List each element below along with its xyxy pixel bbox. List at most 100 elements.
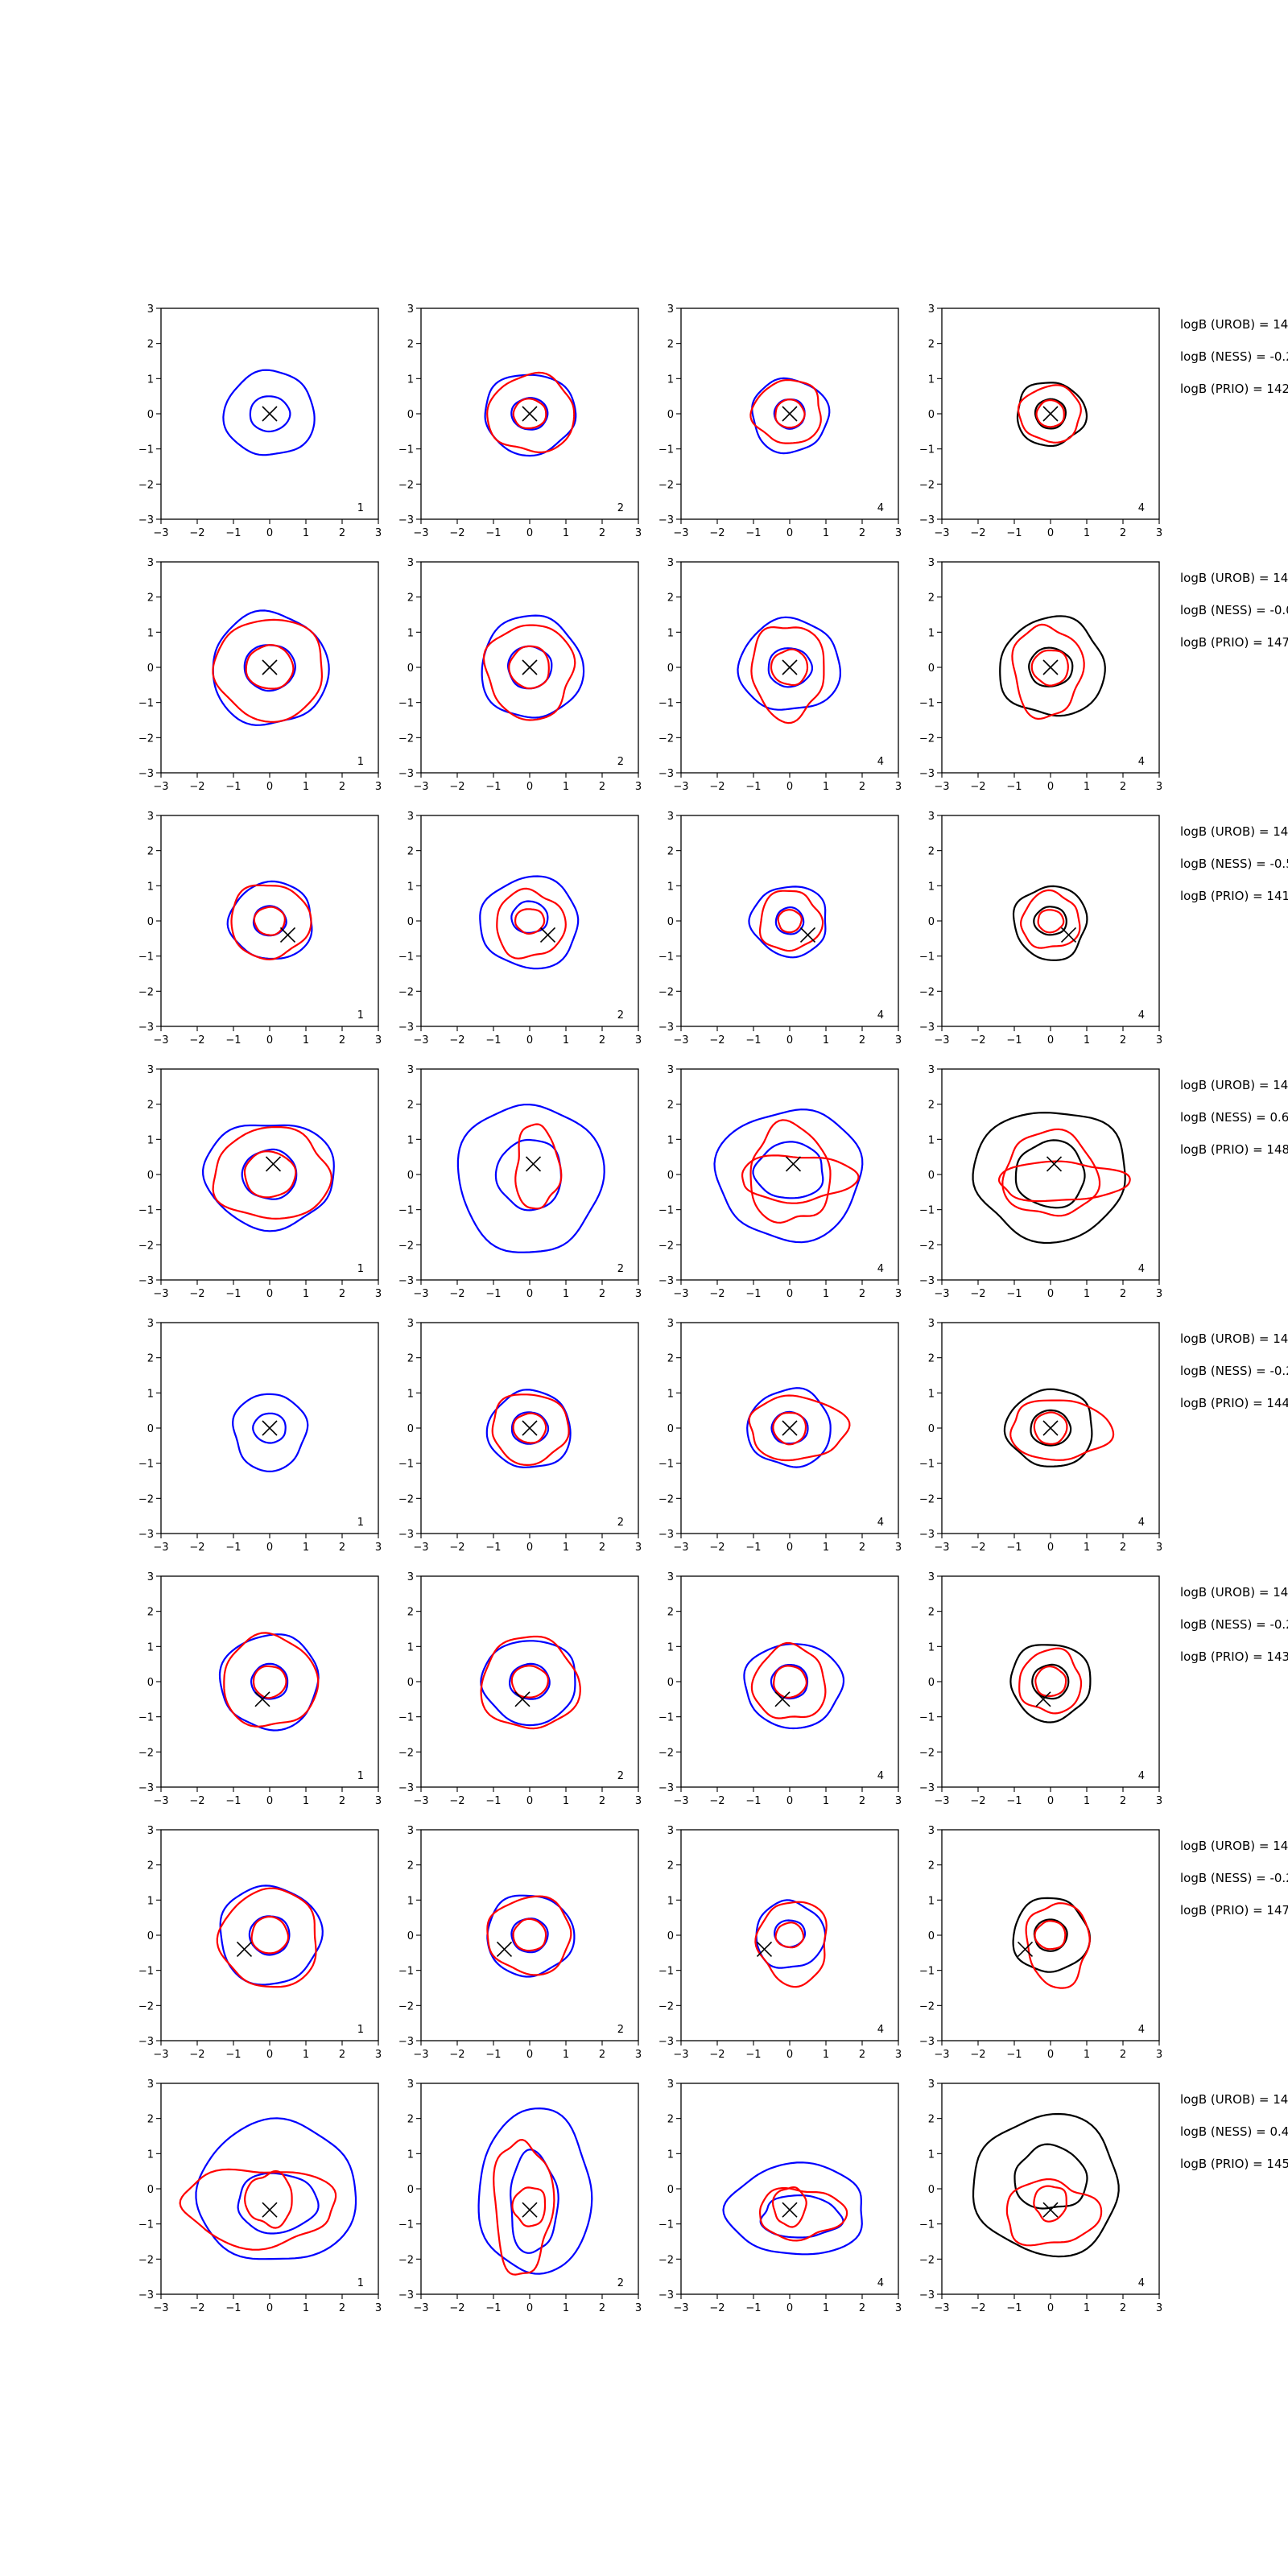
blue-contour <box>484 374 577 457</box>
red-contour <box>179 2168 337 2251</box>
axes-frame <box>420 1829 639 2041</box>
x-marker <box>756 1941 773 1958</box>
y-tick-label: 0 <box>147 409 154 421</box>
red-contour <box>749 1119 832 1224</box>
logb-annotation: logB (NESS) = -0.27 <box>1180 1364 1288 1378</box>
y-tick-label: −3 <box>138 1275 154 1287</box>
x-tick-label: 2 <box>599 781 605 793</box>
x-tick-label: −2 <box>709 781 724 793</box>
x-tick-label: 2 <box>859 1795 865 1807</box>
x-tick-label: 0 <box>526 1034 533 1046</box>
x-tick-label: 2 <box>859 1542 865 1554</box>
y-tick-label: 0 <box>667 663 674 675</box>
y-tick-label: 1 <box>147 374 154 386</box>
red-contour <box>252 1665 287 1699</box>
y-tick-label: 0 <box>928 916 935 928</box>
y-tick-label: 0 <box>928 1170 935 1182</box>
red-contour <box>759 2187 848 2242</box>
y-tick-label: 2 <box>667 1353 674 1365</box>
panel-r8-c3: −3 −2 −1 0 1 2 3 −3 −2 −1 0 1 2 3 4 <box>658 2079 902 2314</box>
blue-contour <box>737 616 841 711</box>
y-tick-label: −1 <box>398 1966 414 1978</box>
axes-frame <box>160 815 379 1027</box>
y-tick-label: 3 <box>667 1571 674 1583</box>
x-tick-label: −2 <box>449 1034 464 1046</box>
y-tick-label: −2 <box>658 2000 674 2013</box>
x-tick-label: 3 <box>635 2049 642 2061</box>
y-tick-label: 2 <box>667 592 674 605</box>
black-contour <box>1013 2143 1088 2210</box>
x-tick-label: 3 <box>635 1288 642 1300</box>
y-tick-label: −1 <box>398 1205 414 1217</box>
red-contour <box>223 1632 320 1728</box>
x-tick-label: 2 <box>339 2302 345 2314</box>
y-tick-label: 0 <box>407 409 414 421</box>
x-tick-label: 2 <box>599 2302 605 2314</box>
panel-r1-c1: −3 −2 −1 0 1 2 3 −3 −2 −1 0 1 2 3 1 <box>138 303 382 539</box>
x-tick-label: 3 <box>895 1034 902 1046</box>
red-contour <box>496 887 567 960</box>
y-tick-label: −1 <box>658 952 674 964</box>
y-tick-label: 0 <box>407 1170 414 1182</box>
blue-contour <box>202 1124 335 1232</box>
x-tick-label: 1 <box>563 781 569 793</box>
x-tick-label: 3 <box>1156 1795 1162 1807</box>
x-tick-label: 3 <box>1156 1542 1162 1554</box>
axes-frame <box>680 1068 899 1281</box>
y-tick-label: −3 <box>138 768 154 780</box>
red-contour <box>1005 2178 1103 2247</box>
y-tick-label: −3 <box>658 1275 674 1287</box>
panel-label: 1 <box>357 1263 364 1275</box>
row-annotation-1: logB (UROB) = 142 logB (NESS) = -0.22 logB… <box>1180 316 1288 413</box>
panel-r7-c4: −3 −2 −1 0 1 2 3 −3 −2 −1 0 1 2 3 4 <box>919 1825 1162 2061</box>
panel-label: 4 <box>1138 1517 1145 1529</box>
logb-annotation: logB (PRIO) = 1453 <box>1180 2157 1288 2171</box>
y-tick-label: 2 <box>928 592 935 605</box>
x-tick-label: 3 <box>635 1034 642 1046</box>
black-contour <box>1012 1897 1092 1973</box>
panel-label: 4 <box>877 1009 884 1022</box>
x-tick-label: 1 <box>563 1542 569 1554</box>
y-tick-label: 0 <box>407 1423 414 1435</box>
panel-r5-c1: −3 −2 −1 0 1 2 3 −3 −2 −1 0 1 2 3 1 <box>138 1318 382 1554</box>
x-tick-label: −2 <box>970 1542 985 1554</box>
x-tick-label: −3 <box>153 781 168 793</box>
red-contour <box>1034 1920 1067 1951</box>
y-tick-label: 2 <box>407 1607 414 1619</box>
y-tick-label: 3 <box>407 2079 414 2091</box>
red-contour <box>770 648 809 687</box>
y-tick-label: 3 <box>928 2079 935 2091</box>
y-tick-label: 1 <box>407 881 414 893</box>
x-tick-label: −1 <box>485 2302 501 2314</box>
x-tick-label: −3 <box>413 2302 428 2314</box>
x-tick-label: −1 <box>1006 1542 1022 1554</box>
x-tick-label: −3 <box>413 1542 428 1554</box>
x-tick-label: −3 <box>153 2049 168 2061</box>
blue-contour <box>752 1141 824 1199</box>
x-tick-label: −1 <box>745 781 761 793</box>
y-tick-label: 0 <box>407 916 414 928</box>
panel-r4-c4: −3 −2 −1 0 1 2 3 −3 −2 −1 0 1 2 3 4 <box>919 1064 1162 1300</box>
x-tick-label: 0 <box>1047 1542 1054 1554</box>
x-marker <box>1017 1941 1034 1958</box>
blue-contour <box>479 875 580 970</box>
panel-r6-c3: −3 −2 −1 0 1 2 3 −3 −2 −1 0 1 2 3 4 <box>658 1571 902 1807</box>
red-contour <box>216 1887 317 1988</box>
x-tick-label: −1 <box>225 1034 241 1046</box>
x-tick-label: −1 <box>1006 1034 1022 1046</box>
blue-contour <box>774 906 805 935</box>
x-tick-label: −2 <box>189 2302 204 2314</box>
black-contour <box>1009 1644 1092 1724</box>
y-tick-label: 0 <box>667 1677 674 1689</box>
axes-frame <box>160 1829 379 2041</box>
red-contour <box>486 1895 572 1976</box>
x-tick-label: −3 <box>934 781 949 793</box>
panel-label: 4 <box>1138 1263 1145 1275</box>
axes-frame <box>941 1829 1160 2041</box>
x-tick-label: 3 <box>895 781 902 793</box>
logb-annotation: logB (UROB) = 143 <box>1180 1585 1288 1600</box>
x-tick-label: 1 <box>563 1288 569 1300</box>
blue-contour <box>456 1104 605 1253</box>
red-contour <box>1035 399 1065 428</box>
blue-contour <box>480 1640 576 1727</box>
